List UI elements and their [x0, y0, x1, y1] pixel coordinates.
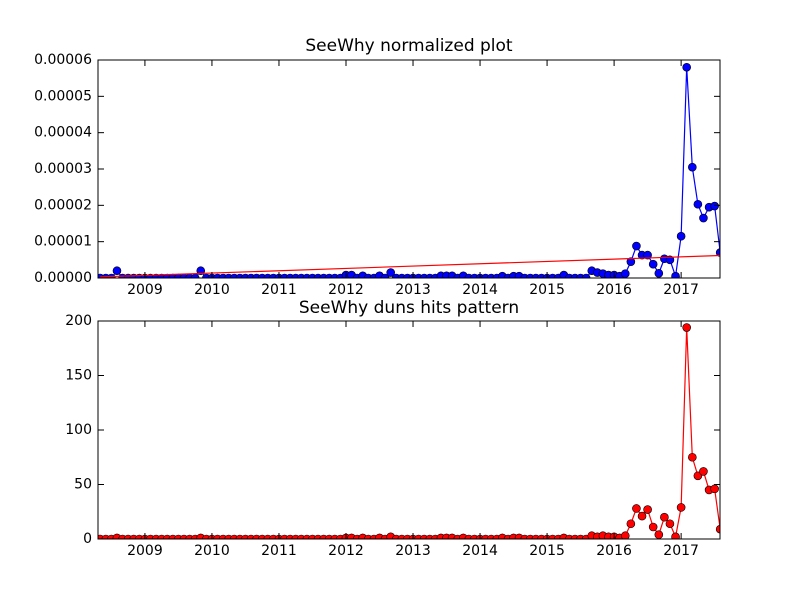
data-point	[380, 273, 390, 278]
y-tick-label: 200	[65, 313, 92, 329]
data-point	[676, 503, 686, 512]
y-tick-label: 0.00001	[34, 234, 92, 250]
y-tick-label: 0.00004	[34, 125, 92, 141]
axes-frame	[97, 59, 721, 279]
data-point	[632, 241, 641, 251]
x-tick-label: 2016	[596, 543, 632, 559]
data-point	[688, 162, 697, 172]
data-line	[100, 327, 720, 539]
x-tick-label: 2011	[261, 543, 297, 559]
data-point	[626, 519, 636, 529]
plot-area	[98, 62, 720, 278]
y-tick-label: 150	[65, 368, 92, 384]
data-point	[648, 522, 658, 532]
x-tick-label: 2009	[127, 282, 163, 298]
x-tick-label: 2015	[529, 543, 565, 559]
x-tick-label: 2009	[127, 543, 163, 559]
data-point	[715, 524, 720, 534]
y-tick-label: 50	[74, 477, 92, 493]
data-point	[710, 201, 719, 211]
data-point	[693, 199, 703, 209]
data-point	[620, 531, 630, 539]
x-tick-label: 2016	[596, 282, 632, 298]
data-point	[386, 268, 396, 277]
data-point	[637, 511, 647, 521]
data-point	[654, 530, 664, 539]
data-point	[632, 504, 641, 513]
y-tick-label: 0.00006	[34, 52, 92, 68]
y-tick-label: 0.00005	[34, 88, 92, 104]
x-tick-label: 2015	[529, 282, 565, 298]
data-point	[626, 257, 636, 266]
x-tick-label: 2017	[663, 282, 699, 298]
data-line	[100, 254, 720, 278]
data-line	[100, 67, 720, 278]
y-tick-label: 0.00003	[34, 161, 92, 177]
x-tick-label: 2014	[462, 543, 498, 559]
x-tick-label: 2017	[663, 543, 699, 559]
x-tick-label: 2013	[395, 282, 431, 298]
chart-title: SeeWhy duns hits pattern	[299, 298, 519, 318]
data-point	[699, 467, 708, 476]
x-tick-label: 2012	[328, 282, 364, 298]
data-point	[654, 268, 664, 278]
data-point	[643, 505, 652, 514]
data-point	[581, 273, 591, 278]
data-point	[620, 269, 630, 278]
data-point	[715, 248, 720, 257]
data-point	[676, 231, 686, 241]
y-tick-label: 0	[83, 531, 92, 547]
x-tick-label: 2011	[261, 282, 297, 298]
data-point	[682, 323, 691, 332]
y-tick-label: 0.00000	[34, 270, 92, 286]
data-point	[688, 452, 697, 462]
data-point	[196, 266, 206, 276]
data-point	[648, 259, 658, 269]
x-tick-label: 2012	[328, 543, 364, 559]
data-point	[699, 213, 708, 223]
data-point	[112, 266, 122, 276]
plot-area	[98, 323, 720, 539]
data-point	[665, 519, 675, 529]
data-point	[682, 62, 691, 72]
y-tick-label: 100	[65, 422, 92, 438]
x-tick-label: 2010	[194, 543, 230, 559]
y-tick-label: 0.00002	[34, 197, 92, 213]
axes-frame	[97, 320, 721, 540]
chart-title: SeeWhy normalized plot	[305, 36, 513, 56]
data-point	[643, 250, 652, 260]
data-point	[671, 532, 680, 539]
data-point	[710, 484, 719, 494]
x-tick-label: 2014	[462, 282, 498, 298]
x-tick-label: 2013	[395, 543, 431, 559]
x-tick-label: 2010	[194, 282, 230, 298]
data-point	[671, 271, 680, 278]
data-point	[660, 512, 669, 522]
